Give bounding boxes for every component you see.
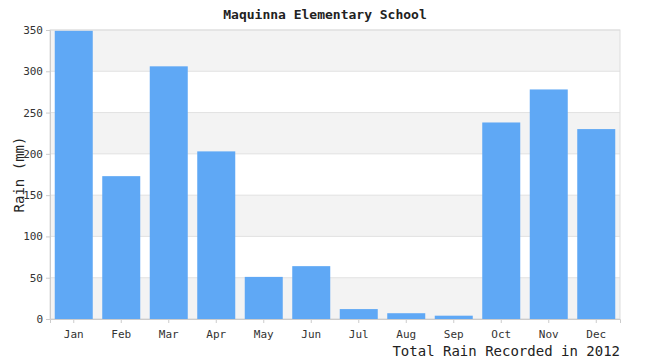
x-tick-label: Oct (491, 328, 511, 341)
grid-band (50, 30, 620, 71)
x-tick: Oct (491, 319, 511, 341)
bar (102, 176, 140, 319)
y-tick: 350 (23, 24, 50, 37)
bar (245, 277, 283, 319)
grid-line (50, 71, 620, 72)
y-axis-title: Rain (mm) (11, 137, 27, 213)
grid (50, 30, 620, 319)
bars (55, 31, 616, 319)
bar (340, 309, 378, 319)
x-tick-label: May (254, 328, 274, 341)
chart: 050100150200250300350JanFebMarAprMayJunJ… (0, 0, 650, 360)
y-tick: 50 (30, 272, 50, 285)
x-tick-label: Jul (349, 328, 369, 341)
x-tick-label: Apr (206, 328, 226, 341)
y-tick-label: 0 (36, 313, 43, 326)
x-tick-mark (73, 319, 74, 323)
x-tick-label: Feb (111, 328, 131, 341)
x-tick-label: Sep (444, 328, 464, 341)
x-tick-mark (548, 319, 549, 323)
y-tick: 0 (36, 313, 50, 326)
y-tick: 150 (23, 189, 50, 202)
x-axis: Jan Feb Mar Apr May Jun Jul Aug Sep Oct Nov Dec (51, 319, 621, 341)
y-tick: 250 (23, 107, 50, 120)
x-tick: Dec (586, 319, 606, 341)
bar (292, 266, 330, 319)
x-tick-mark (168, 319, 169, 323)
y-tick-mark (46, 154, 50, 155)
x-tick: Jun (301, 319, 321, 341)
y-tick-mark (46, 30, 50, 31)
y-tick-label: 250 (23, 107, 43, 120)
x-tick: Mar (159, 319, 179, 341)
y-tick: 200 (23, 148, 50, 161)
x-tick: Nov (539, 319, 559, 341)
grid-bands (50, 30, 620, 319)
x-tick-mark (596, 319, 597, 323)
y-tick-mark (46, 71, 50, 72)
bar (482, 122, 520, 319)
bar (55, 31, 93, 319)
x-tick-mark (501, 319, 502, 323)
plot-frame (50, 30, 620, 319)
x-axis-title: Total Rain Recorded in 2012 (392, 343, 620, 359)
x-tick-mark (358, 319, 359, 323)
y-tick-label: 50 (30, 272, 43, 285)
y-tick-label: 350 (23, 24, 43, 37)
x-tick: Jan (64, 319, 84, 341)
bar (435, 316, 473, 319)
x-tick-label: Jan (64, 328, 84, 341)
y-tick-mark (46, 278, 50, 279)
y-tick: 300 (23, 65, 50, 78)
bar (197, 151, 235, 319)
y-tick-label: 100 (23, 230, 43, 243)
x-tick: Jul (349, 319, 369, 341)
x-tick: Feb (111, 319, 131, 341)
bar (150, 66, 188, 319)
bar (530, 89, 568, 319)
y-axis-line (46, 31, 51, 320)
x-tick-label: Aug (396, 328, 416, 341)
x-tick-mark (406, 319, 407, 323)
x-tick-mark (263, 319, 264, 323)
title: Maquinna Elementary School (223, 7, 427, 22)
x-tick-label: Mar (159, 328, 179, 341)
x-axis-line (51, 320, 621, 324)
x-tick-mark (216, 319, 217, 323)
y-tick-mark (46, 113, 50, 114)
y-tick-mark (46, 319, 50, 320)
x-tick-mark (453, 319, 454, 323)
y-axis: 0 50 100 150 200 250 300 350 (23, 24, 50, 326)
y-tick-label: 300 (23, 65, 43, 78)
x-tick: Aug (396, 319, 416, 341)
bar (577, 129, 615, 319)
x-tick: May (254, 319, 274, 341)
x-tick-label: Nov (539, 328, 559, 341)
x-tick: Apr (206, 319, 226, 341)
y-tick: 100 (23, 230, 50, 243)
x-tick-label: Dec (586, 328, 606, 341)
bar (387, 313, 425, 319)
x-tick: Sep (444, 319, 464, 341)
x-tick-label: Jun (301, 328, 321, 341)
x-tick-mark (121, 319, 122, 323)
y-tick-mark (46, 195, 50, 196)
y-tick-mark (46, 236, 50, 237)
x-tick-mark (311, 319, 312, 323)
plot: 050100150200250300350JanFebMarAprMayJunJ… (23, 24, 620, 341)
